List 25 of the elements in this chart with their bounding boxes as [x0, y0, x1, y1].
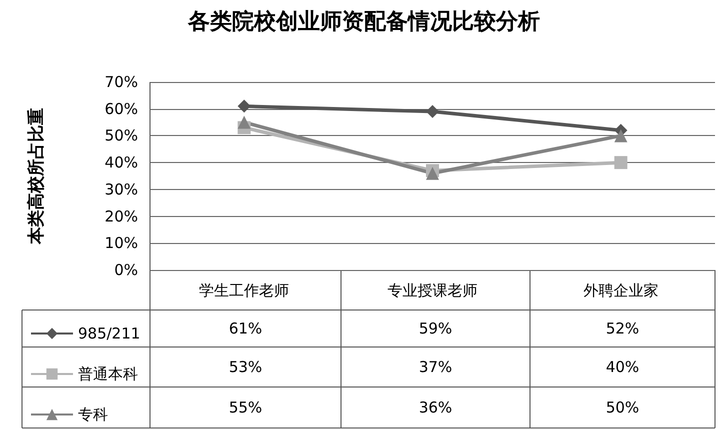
x-tick-label: 学生工作老师 — [199, 282, 290, 300]
data-label: 61% — [228, 320, 262, 338]
y-tick-label: 40% — [104, 154, 138, 172]
legend-label: 专科 — [78, 406, 108, 424]
y-tick-label: 0% — [114, 261, 138, 279]
y-tick-label: 60% — [104, 100, 138, 118]
data-label: 50% — [606, 398, 640, 416]
x-tick-label: 专业授课老师 — [388, 282, 478, 300]
legend-label: 985/211 — [78, 324, 140, 342]
x-tick-label: 外聘企业家 — [583, 282, 658, 300]
data-label: 59% — [418, 320, 452, 338]
data-label: 53% — [228, 358, 262, 376]
y-tick-label: 20% — [104, 207, 138, 226]
y-tick-label: 50% — [104, 126, 138, 145]
data-label: 40% — [606, 358, 640, 376]
data-label: 52% — [606, 320, 640, 338]
data-label: 36% — [418, 398, 452, 416]
y-tick-label: 70% — [104, 73, 138, 91]
legend-label: 普通本科 — [78, 365, 138, 383]
y-tick-label: 10% — [104, 234, 138, 252]
data-label: 55% — [228, 398, 262, 416]
y-axis-title: 本类高校所占比重 — [26, 108, 46, 245]
chart-title: 各类院校创业师资配备情况比较分析 — [187, 10, 540, 34]
y-tick-label: 30% — [104, 180, 138, 198]
data-label: 37% — [418, 358, 452, 376]
